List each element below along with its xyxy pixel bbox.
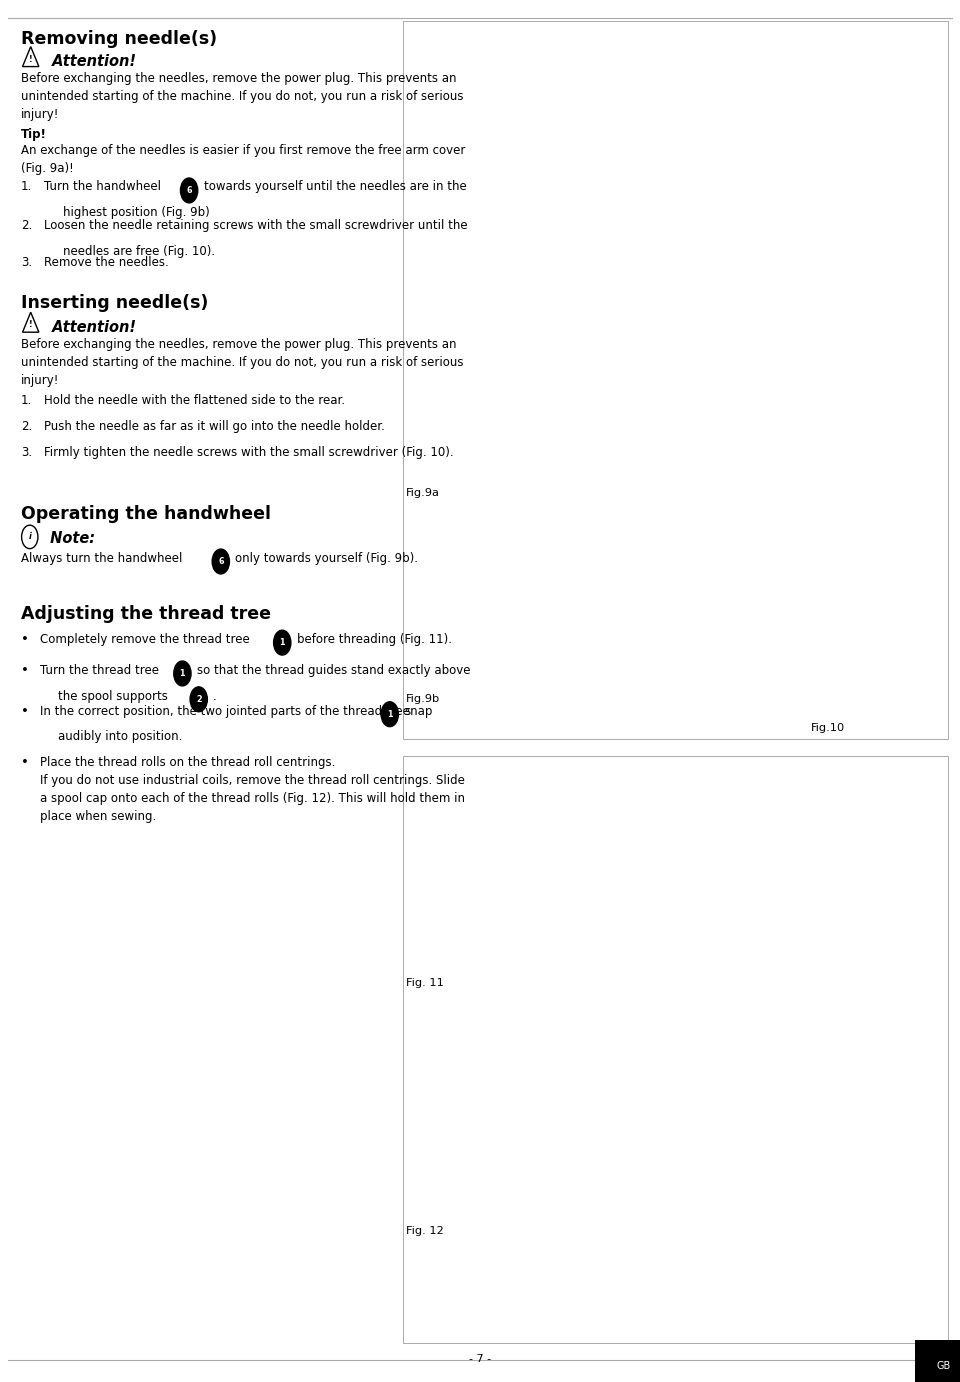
Text: 2.: 2.: [21, 420, 33, 433]
Text: •: •: [21, 633, 29, 647]
Text: - 7 -: - 7 -: [468, 1354, 492, 1364]
Text: Attention!: Attention!: [47, 54, 136, 69]
Text: Adjusting the thread tree: Adjusting the thread tree: [21, 605, 271, 623]
Text: Attention!: Attention!: [47, 319, 136, 334]
Text: audibly into position.: audibly into position.: [58, 731, 182, 744]
Text: needles are free (Fig. 10).: needles are free (Fig. 10).: [63, 245, 215, 257]
Text: Place the thread rolls on the thread roll centrings.
If you do not use industria: Place the thread rolls on the thread rol…: [40, 756, 466, 822]
Text: 3.: 3.: [21, 257, 33, 269]
Text: GB: GB: [936, 1361, 950, 1371]
Text: Remove the needles.: Remove the needles.: [44, 257, 169, 269]
Text: 3.: 3.: [21, 446, 33, 459]
Text: !: !: [29, 321, 33, 329]
Text: 6: 6: [218, 557, 224, 567]
Text: .: .: [213, 690, 217, 702]
Text: •: •: [21, 705, 29, 717]
Text: Turn the thread tree: Turn the thread tree: [40, 665, 159, 677]
Text: towards yourself until the needles are in the: towards yourself until the needles are i…: [204, 180, 467, 193]
Text: In the correct position, the two jointed parts of the thread tree: In the correct position, the two jointed…: [40, 705, 410, 717]
Circle shape: [212, 549, 229, 574]
Bar: [403, 21, 948, 739]
Text: •: •: [21, 665, 29, 677]
Circle shape: [174, 661, 191, 685]
Text: 1: 1: [387, 710, 393, 719]
Text: !: !: [29, 55, 33, 64]
Text: Before exchanging the needles, remove the power plug. This prevents an
unintende: Before exchanging the needles, remove th…: [21, 72, 464, 120]
Text: Loosen the needle retaining screws with the small screwdriver until the: Loosen the needle retaining screws with …: [44, 220, 468, 232]
Text: 1.: 1.: [21, 180, 33, 193]
Text: Note:: Note:: [45, 531, 95, 546]
Text: 2: 2: [196, 695, 202, 703]
Circle shape: [190, 687, 207, 712]
Text: 2.: 2.: [21, 220, 33, 232]
Text: so that the thread guides stand exactly above: so that the thread guides stand exactly …: [197, 665, 470, 677]
Text: •: •: [21, 756, 29, 768]
Text: only towards yourself (Fig. 9b).: only towards yourself (Fig. 9b).: [235, 551, 419, 565]
Text: Fig.10: Fig.10: [811, 723, 846, 732]
Text: Removing needle(s): Removing needle(s): [21, 30, 217, 48]
Text: Fig. 11: Fig. 11: [406, 978, 444, 988]
Text: Completely remove the thread tree: Completely remove the thread tree: [40, 633, 250, 647]
Text: Always turn the handwheel: Always turn the handwheel: [21, 551, 182, 565]
Text: Operating the handwheel: Operating the handwheel: [21, 506, 271, 524]
Text: 1: 1: [180, 669, 185, 679]
Text: Turn the handwheel: Turn the handwheel: [44, 180, 161, 193]
Circle shape: [180, 178, 198, 203]
Bar: [403, 756, 948, 1343]
Text: highest position (Fig. 9b): highest position (Fig. 9b): [63, 206, 210, 218]
Text: i: i: [29, 532, 31, 542]
Text: Push the needle as far as it will go into the needle holder.: Push the needle as far as it will go int…: [44, 420, 385, 433]
Text: An exchange of the needles is easier if you first remove the free arm cover
(Fig: An exchange of the needles is easier if …: [21, 145, 466, 176]
Circle shape: [381, 702, 398, 727]
Text: Firmly tighten the needle screws with the small screwdriver (Fig. 10).: Firmly tighten the needle screws with th…: [44, 446, 454, 459]
Text: 1.: 1.: [21, 394, 33, 408]
Text: Inserting needle(s): Inserting needle(s): [21, 294, 208, 312]
Text: 1: 1: [279, 638, 285, 647]
Text: Fig.9b: Fig.9b: [406, 694, 441, 703]
Text: Tip!: Tip!: [21, 129, 47, 141]
Text: Fig.9a: Fig.9a: [406, 488, 440, 498]
Circle shape: [274, 630, 291, 655]
Text: snap: snap: [404, 705, 433, 717]
Text: Hold the needle with the flattened side to the rear.: Hold the needle with the flattened side …: [44, 394, 346, 408]
Text: Before exchanging the needles, remove the power plug. This prevents an
unintende: Before exchanging the needles, remove th…: [21, 339, 464, 387]
Text: the spool supports: the spool supports: [58, 690, 167, 702]
Text: 6: 6: [186, 187, 192, 195]
Text: Fig. 12: Fig. 12: [406, 1226, 444, 1236]
Text: before threading (Fig. 11).: before threading (Fig. 11).: [297, 633, 451, 647]
